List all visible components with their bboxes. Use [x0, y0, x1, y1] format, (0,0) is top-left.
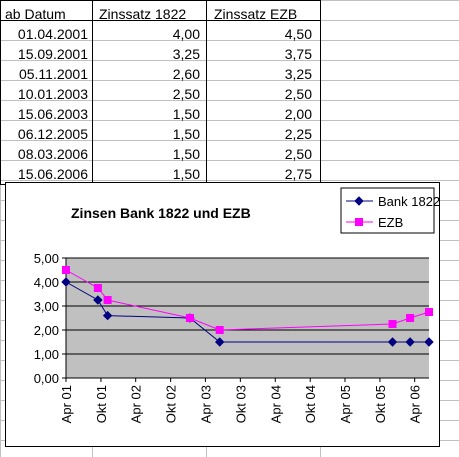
cell-rate-ezb[interactable]: 2,00	[284, 106, 312, 122]
data-point-bank-1822[interactable]	[61, 277, 71, 287]
row-gridline	[0, 120, 459, 121]
table-border	[320, 0, 321, 184]
cell-rate-1822[interactable]: 1,50	[172, 126, 200, 142]
x-tick-label: Apr 03	[198, 385, 213, 423]
data-point-ezb[interactable]	[388, 320, 397, 328]
plot-area	[66, 258, 429, 378]
legend-marker-square-icon	[355, 218, 363, 226]
x-tick-label: Apr 01	[59, 385, 74, 423]
table-border	[0, 0, 1, 184]
cell-date[interactable]: 08.03.2006	[17, 146, 88, 162]
x-tick-label: Okt 05	[373, 385, 388, 423]
y-tick-label: 0,00	[34, 371, 59, 386]
legend-marker-diamond-icon	[354, 196, 364, 206]
data-point-ezb[interactable]	[62, 266, 70, 274]
x-tick-label: Apr 02	[129, 385, 144, 423]
y-tick-label: 5,00	[34, 251, 59, 266]
data-point-ezb[interactable]	[93, 284, 102, 292]
legend-label-ezb: EZB	[378, 215, 403, 230]
row-gridline	[0, 80, 459, 81]
table-border	[206, 0, 207, 184]
data-point-ezb[interactable]	[425, 308, 433, 316]
x-tick-label: Okt 03	[233, 385, 248, 423]
x-tick-label: Apr 04	[268, 385, 283, 423]
data-point-ezb[interactable]	[185, 314, 194, 322]
header-ab-datum[interactable]: ab Datum	[5, 6, 66, 22]
cell-date[interactable]: 15.06.2003	[17, 106, 88, 122]
cell-date[interactable]: 15.09.2001	[17, 46, 88, 62]
cell-rate-1822[interactable]: 1,50	[172, 106, 200, 122]
data-point-ezb[interactable]	[103, 296, 112, 304]
y-tick-label: 2,00	[34, 323, 59, 338]
row-gridline	[0, 140, 459, 141]
cell-rate-ezb[interactable]: 2,25	[284, 126, 312, 142]
cell-date[interactable]: 06.12.2005	[17, 126, 88, 142]
cell-date[interactable]: 10.01.2003	[17, 86, 88, 102]
cell-date[interactable]: 05.11.2001	[18, 66, 88, 82]
row-gridline	[0, 100, 459, 101]
row-gridline	[0, 60, 459, 61]
table-border	[0, 0, 320, 1]
interest-rate-chart[interactable]: 0,00 1,00 2,00 3,00 4,00 5,00 Apr 01 Okt 01 Apr …	[5, 182, 440, 447]
data-point-bank-1822[interactable]	[93, 295, 103, 305]
table-border	[0, 20, 320, 21]
cell-rate-ezb[interactable]: 2,75	[284, 166, 312, 182]
cell-rate-1822[interactable]: 1,50	[172, 146, 200, 162]
data-point-bank-1822[interactable]	[215, 337, 225, 347]
cell-rate-1822[interactable]: 4,00	[172, 26, 200, 42]
y-tick-label: 1,00	[34, 347, 59, 362]
cell-rate-1822[interactable]: 3,25	[172, 46, 200, 62]
cell-rate-ezb[interactable]: 3,25	[284, 66, 312, 82]
data-point-bank-1822[interactable]	[424, 337, 434, 347]
data-point-bank-1822[interactable]	[387, 337, 398, 347]
x-tick-label: Okt 04	[303, 385, 318, 423]
data-point-ezb[interactable]	[406, 314, 415, 322]
cell-rate-ezb[interactable]: 4,50	[284, 26, 312, 42]
column-gridline	[0, 0, 1, 457]
cell-rate-ezb[interactable]: 3,75	[284, 46, 312, 62]
x-tick-label: Apr 05	[338, 385, 353, 423]
y-tick-label: 3,00	[34, 299, 59, 314]
y-tick-label: 4,00	[34, 275, 59, 290]
x-tick-label: Okt 02	[164, 385, 179, 423]
data-point-ezb[interactable]	[215, 326, 224, 334]
header-zinssatz-1822[interactable]: Zinssatz 1822	[99, 6, 187, 22]
data-point-bank-1822[interactable]	[102, 310, 113, 321]
data-point-bank-1822[interactable]	[405, 337, 415, 347]
cell-rate-1822[interactable]: 2,50	[172, 86, 200, 102]
chart-svg: 0,00 1,00 2,00 3,00 4,00 5,00 Apr 01 Okt 01 Apr …	[34, 187, 439, 423]
table-border	[92, 0, 93, 184]
cell-rate-ezb[interactable]: 2,50	[284, 86, 312, 102]
header-zinssatz-ezb[interactable]: Zinssatz EZB	[214, 6, 298, 22]
cell-date[interactable]: 01.04.2001	[17, 26, 88, 42]
x-tick-label: Apr 06	[408, 385, 423, 423]
chart-title: Zinsen Bank 1822 und EZB	[71, 205, 251, 221]
row-gridline	[0, 40, 459, 41]
cell-rate-ezb[interactable]: 2,50	[284, 146, 312, 162]
legend-label-bank-1822: Bank 1822	[378, 194, 439, 209]
cell-rate-1822[interactable]: 2,60	[172, 66, 200, 82]
cell-rate-1822[interactable]: 1,50	[172, 166, 200, 182]
row-gridline	[0, 180, 459, 181]
cell-date[interactable]: 15.06.2006	[17, 166, 88, 182]
x-tick-label: Okt 01	[94, 385, 109, 423]
row-gridline	[0, 160, 459, 161]
